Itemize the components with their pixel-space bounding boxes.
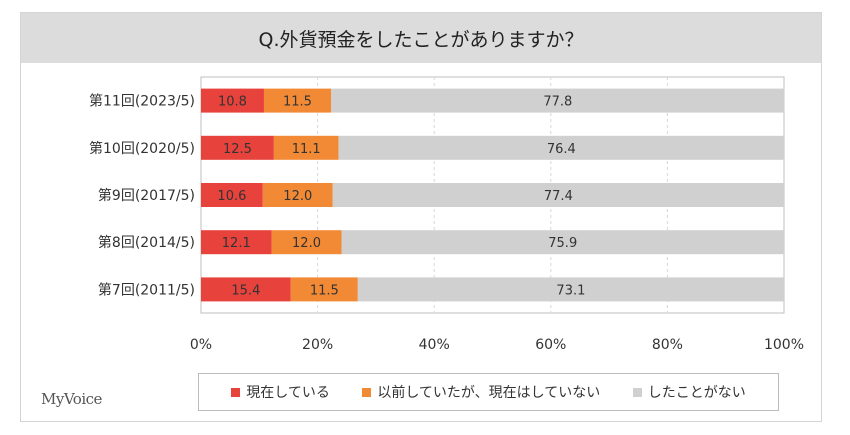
chart-frame: Q.外貨預金をしたことがありますか？ 0% 20% 40% 60% 80% 100% 第11… — [20, 12, 822, 422]
bar-segment — [331, 88, 785, 113]
legend-swatch-current — [231, 387, 241, 397]
bar-segment — [357, 277, 784, 302]
data-label: 10.6 — [217, 189, 246, 204]
data-label: 12.0 — [283, 189, 312, 204]
legend-label-previous: 以前していたが、現在はしていない — [377, 385, 601, 401]
bar-chart: 0% 20% 40% 60% 80% 100% 第11回(2023/5) 10.8 11.5 77… — [89, 76, 804, 353]
bar-segment — [273, 135, 339, 160]
data-label: 77.8 — [543, 95, 572, 110]
data-label: 12.5 — [223, 142, 252, 157]
bar-segment — [271, 230, 342, 255]
data-label: 15.4 — [231, 283, 260, 298]
legend-label-never: したことがない — [647, 385, 746, 401]
category-label: 第8回(2014/5) — [98, 234, 195, 251]
data-label: 10.8 — [218, 95, 247, 110]
category-label: 第7回(2011/5) — [98, 281, 195, 298]
myvoice-logo: MyVoice — [41, 390, 102, 408]
data-label: 11.5 — [283, 95, 312, 110]
x-tick-label: 60% — [535, 337, 566, 353]
data-label: 12.0 — [292, 236, 321, 251]
data-label: 76.4 — [547, 142, 576, 157]
legend-swatch-never — [632, 387, 642, 397]
bar-segment — [201, 88, 264, 113]
bar-segment — [201, 135, 274, 160]
category-label: 第11回(2023/5) — [89, 93, 195, 110]
legend-item-previous: 以前していたが、現在はしていない — [362, 382, 600, 402]
data-label: 11.1 — [292, 142, 321, 157]
bar-segment — [341, 230, 784, 255]
x-tick-label: 40% — [419, 337, 450, 353]
legend-item-current: 現在している — [231, 382, 330, 402]
bar-segment — [201, 277, 291, 302]
bar-segment — [262, 183, 333, 207]
data-label: 11.5 — [310, 283, 339, 298]
legend-label-current: 現在している — [246, 385, 330, 401]
category-label: 第9回(2017/5) — [98, 187, 195, 204]
legend: 現在している 以前していたが、現在はしていない したことがない — [198, 373, 779, 411]
legend-swatch-previous — [362, 387, 372, 397]
data-label: 75.9 — [548, 236, 577, 251]
x-tick-label: 100% — [764, 337, 804, 353]
category-label: 第10回(2020/5) — [89, 140, 195, 157]
legend-item-never: したことがない — [632, 382, 746, 402]
data-label: 12.1 — [222, 236, 251, 251]
data-label: 77.4 — [544, 189, 573, 204]
x-tick-label: 20% — [302, 337, 333, 353]
data-label: 73.1 — [556, 283, 585, 298]
bar-segment — [290, 277, 358, 302]
bar-segment — [201, 230, 272, 255]
bar-segment — [201, 183, 263, 207]
x-tick-label: 0% — [190, 337, 212, 353]
chart-title: Q.外貨預金をしたことがありますか？ — [258, 28, 584, 51]
bar-segment — [338, 135, 784, 160]
bar-segment — [332, 183, 784, 207]
chart-title-bar: Q.外貨預金をしたことがありますか？ — [21, 13, 821, 63]
bar-segment — [263, 88, 332, 113]
x-tick-label: 80% — [652, 337, 683, 353]
